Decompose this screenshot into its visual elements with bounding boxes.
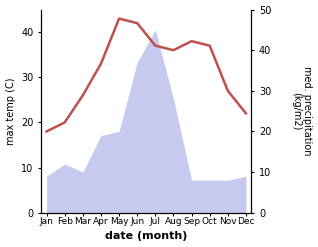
Y-axis label: max temp (C): max temp (C): [5, 77, 16, 145]
Y-axis label: med. precipitation
(kg/m2): med. precipitation (kg/m2): [291, 66, 313, 156]
X-axis label: date (month): date (month): [105, 231, 187, 242]
